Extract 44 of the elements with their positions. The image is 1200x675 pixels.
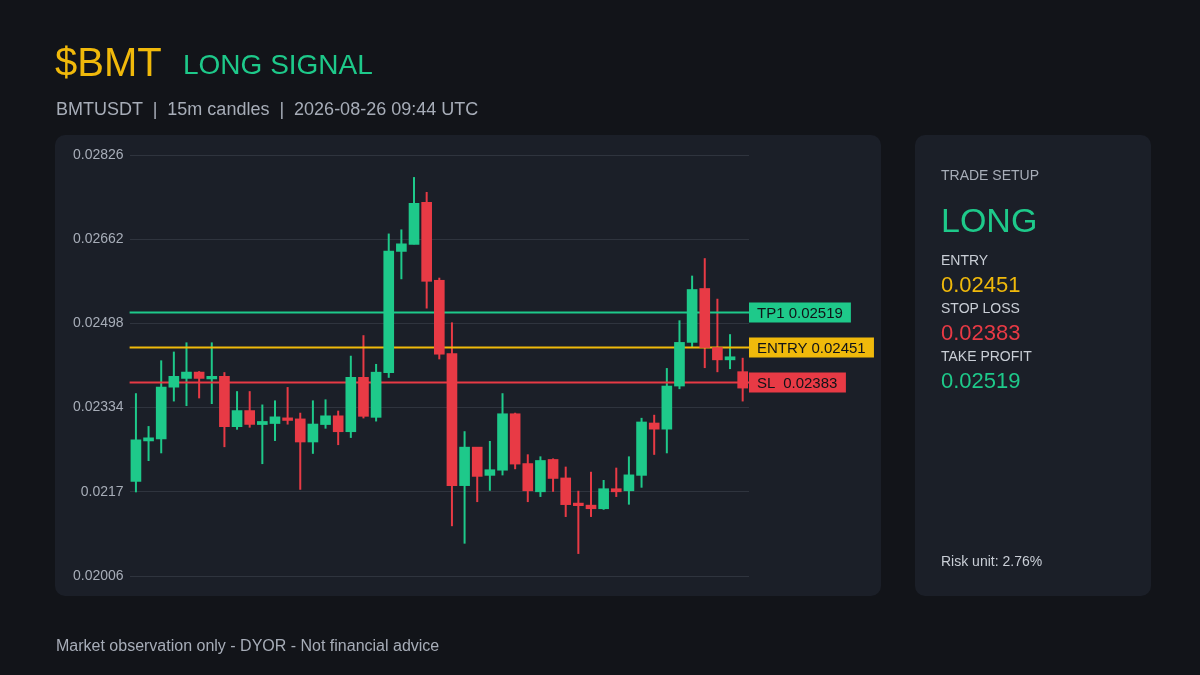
y-tick-label: 0.02498: [73, 314, 124, 331]
y-tick-label: 0.02006: [73, 566, 124, 583]
text: STOP LOSS: [941, 300, 1020, 316]
candlestick: [168, 350, 180, 403]
text: 0.02383: [941, 320, 1021, 346]
candlestick: [206, 341, 218, 406]
candlestick: [282, 386, 293, 426]
candlestick: [712, 297, 723, 374]
candlestick: [257, 403, 268, 466]
candlestick: [623, 455, 635, 506]
candlestick: [547, 457, 559, 493]
text: TRADE SETUP: [941, 167, 1040, 183]
candlestick: [573, 489, 584, 555]
candlestick: [294, 411, 306, 491]
text: LONG: [941, 201, 1038, 240]
y-tick-label: 0.02662: [73, 230, 124, 247]
candlestick: [598, 478, 609, 511]
candlestick: [307, 399, 319, 455]
candlestick: [320, 398, 331, 430]
ref-line-label: SL 0.02383: [757, 373, 838, 391]
candlestick: [244, 390, 256, 429]
candlestick: [648, 413, 660, 456]
candlestick: [724, 333, 736, 371]
candlestick: [269, 399, 281, 442]
chart-title: $BMT: [55, 40, 162, 85]
candlestick: [610, 466, 622, 498]
candlestick: [396, 228, 407, 281]
candlestick: [332, 409, 344, 447]
candlestick: [181, 341, 192, 408]
text: TAKE PROFIT: [941, 348, 1032, 364]
candlestick: [484, 439, 496, 492]
y-tick-label: 0.0217: [80, 482, 124, 499]
ref-line-label: ENTRY 0.02451: [757, 338, 866, 356]
text: Risk unit: 2.76%: [941, 553, 1043, 569]
y-tick-label: 0.02826: [73, 145, 124, 162]
chart-subtitle: LONG SIGNAL: [183, 49, 373, 81]
text: Market observation only - DYOR - Not financial advice: [56, 637, 440, 655]
candlestick: [231, 390, 243, 431]
text: 0.02519: [941, 368, 1021, 394]
text: ENTRY: [941, 252, 989, 268]
text: BMTUSDT | 15m candles | 2026-08-26 09:44 UTC: [56, 99, 479, 120]
ref-line-label: TP1 0.02519: [757, 303, 843, 321]
text: 0.02451: [941, 272, 1021, 298]
y-tick-label: 0.02334: [73, 398, 124, 415]
